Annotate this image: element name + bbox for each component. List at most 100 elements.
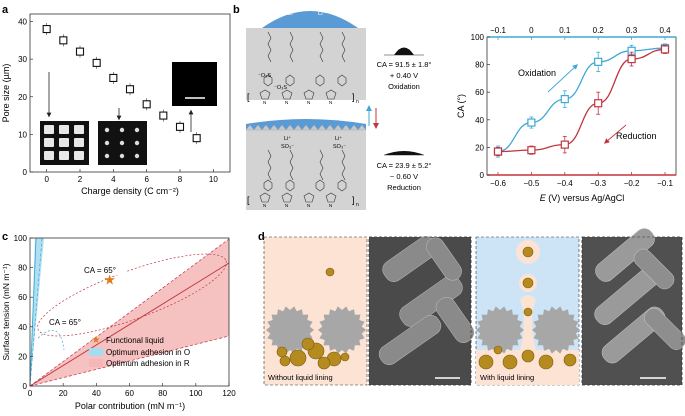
panel-letter-b: b — [233, 4, 240, 16]
pyrrole-ring — [281, 89, 293, 100]
panel-d-illustration: Without liquid lining With liquid lining — [263, 228, 685, 386]
nitrogen-label: N — [285, 203, 288, 208]
b-ytick-label: 100 — [471, 33, 485, 42]
panel-letter-d: d — [258, 231, 265, 243]
sem-pore — [44, 138, 54, 147]
sulfonate-label-bottom-2: SO₃⁻ — [333, 144, 346, 150]
panel-b-ylabel: CA (°) — [456, 94, 466, 118]
a-data-point — [42, 24, 51, 34]
b-top-tick-label: 0.3 — [626, 26, 638, 35]
polymer-chains-bottom — [263, 149, 347, 192]
a-xtick-label: 2 — [78, 175, 83, 184]
panel-letter-a: a — [2, 4, 9, 16]
sem-pore — [59, 138, 69, 147]
alkyl-chain — [267, 31, 272, 63]
phenyl-ring — [263, 74, 273, 87]
a-ytick-label: 40 — [18, 18, 27, 27]
substrate-rough-surface — [245, 124, 367, 131]
c-xtick-label: 60 — [125, 389, 134, 398]
particle — [502, 354, 518, 370]
b-bottom-tick-label: −0.1 — [657, 179, 673, 188]
b-top-tick-label: 0.4 — [659, 26, 671, 35]
b-data-point-oxidation — [527, 118, 536, 127]
annotation-ca-65-r: CA = 65° — [84, 266, 116, 275]
phenyl-ring — [315, 179, 325, 192]
pyrrole-ring — [325, 89, 337, 100]
annotation-bg-2 — [47, 316, 87, 327]
a-data-point — [109, 73, 118, 83]
sem-pore — [119, 153, 125, 159]
sulfonate-label-top-1: ⁻O₃S — [258, 73, 271, 79]
a-xtick-label: 8 — [178, 175, 183, 184]
state-top-label: Oxidation — [388, 82, 420, 91]
pyrrole-ring — [303, 89, 315, 100]
b-ytick-label: 40 — [475, 116, 484, 125]
pyrrole-ring — [303, 192, 315, 203]
sem-pore — [119, 140, 125, 146]
legend-star-icon: ★ — [92, 335, 101, 346]
sem-pore — [74, 125, 84, 134]
particle — [325, 267, 335, 277]
substrate-bottom — [246, 130, 366, 210]
b-data-point-reduction — [527, 146, 536, 155]
bracket-left: [ — [247, 195, 250, 205]
particle — [317, 356, 331, 370]
sem-frame-right — [581, 236, 683, 386]
a-ytick-label: 30 — [18, 55, 27, 64]
b-data-point-reduction — [627, 54, 636, 64]
sem-fiber — [595, 228, 655, 282]
a-data-point — [175, 122, 185, 131]
panel-b-illustration: Li⁺ Li⁺ ⁻O₃S ⁻O₃S []N N N N n Li⁺ Li⁺ SO₃⁻ … — [245, 10, 432, 210]
particle — [538, 354, 554, 370]
b-bottom-tick-label: −0.3 — [590, 179, 606, 188]
pyrrole-ring — [259, 192, 271, 203]
panel-c-legend: ★ Functional liquid Optimum adhesion in … — [89, 335, 190, 368]
b-bottom-tick-label: −0.5 — [524, 179, 540, 188]
b-data-point-oxidation — [560, 94, 569, 104]
state-top-voltage: + 0.40 V — [390, 71, 418, 80]
series-label-oxidation: Oxidation — [518, 68, 556, 78]
alkyl-chain — [289, 149, 294, 181]
legend-functional-liquid: Functional liquid — [106, 336, 164, 345]
fiber-gear-right-1 — [476, 306, 524, 354]
a-xtick-label: 6 — [144, 175, 149, 184]
sem-pore — [104, 127, 110, 133]
fiber-gear-left-2 — [318, 306, 366, 354]
b-bottom-tick-label: −0.4 — [557, 179, 573, 188]
c-ytick-label: 60 — [18, 293, 27, 302]
sem-pore — [74, 138, 84, 147]
phenyl-ring — [315, 74, 325, 87]
a-xtick-label: 10 — [209, 175, 218, 184]
nitrogen-label: N — [329, 203, 332, 208]
legend-pink-box — [89, 359, 103, 367]
c-ytick-label: 80 — [18, 264, 27, 273]
a-ytick-label: 0 — [23, 168, 28, 177]
sulfonate-label-top-2: ⁻O₃S — [274, 85, 287, 91]
phenyl-ring — [337, 74, 347, 87]
c-xtick-label: 100 — [189, 389, 203, 398]
b-bottom-tick-label: −0.2 — [624, 179, 640, 188]
alkyl-chain — [289, 31, 294, 63]
b-top-tick-label: −0.1 — [490, 26, 506, 35]
fiber-gear-left-1 — [266, 306, 314, 354]
a-data-point — [75, 47, 85, 56]
sem-pore — [134, 153, 140, 159]
state-bottom-ca: CA = 23.9 ± 5.2° — [377, 161, 432, 170]
particle — [563, 353, 577, 367]
particle — [478, 354, 494, 370]
oxidation-arrow — [547, 64, 578, 93]
alkyl-chain — [341, 31, 346, 63]
sem-pore — [44, 125, 54, 134]
panel-c-xlabel: Polar contribution (mN m⁻¹) — [75, 401, 185, 411]
phenyl-ring — [263, 179, 273, 192]
alkyl-chain — [341, 149, 346, 181]
b-bottom-tick-label: −0.6 — [490, 179, 506, 188]
panel-a-frame — [29, 13, 231, 173]
alkyl-chain — [319, 31, 324, 63]
panel-b-chart: CA (°) E (V) versus Ag/AgCl −0.6 −0.5 −0.4… — [456, 26, 677, 203]
ion-label-top-1: Li⁺ — [288, 10, 296, 17]
phenyl-ring — [337, 179, 347, 192]
panel-c-chart: Surface tension (mN m⁻¹) Polar contribut… — [1, 234, 236, 411]
c-ytick-label: 100 — [14, 234, 28, 243]
